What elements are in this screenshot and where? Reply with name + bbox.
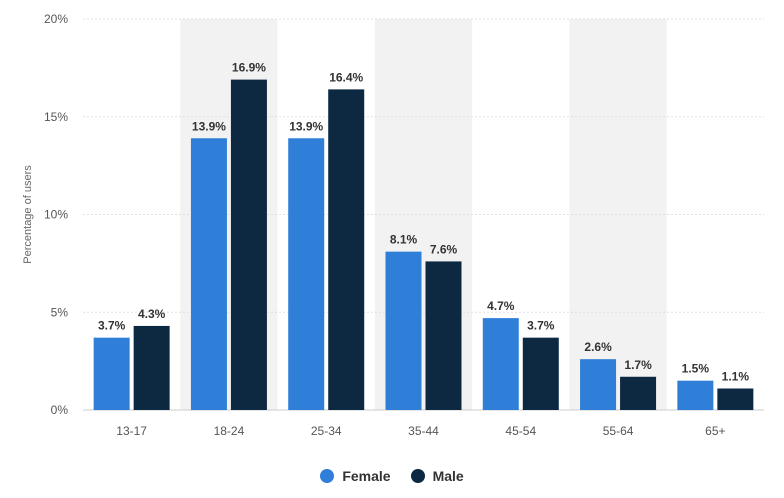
y-tick-label: 0%: [51, 403, 69, 417]
bar-male-0[interactable]: [133, 325, 170, 410]
data-labels: 3.7% 13.9% 13.9% 8.1% 4.7% 2.6% 1.5% 4.3% 16.9% 1…: [98, 61, 749, 384]
bar-series: [93, 79, 754, 410]
x-tick-label: 13-17: [116, 424, 147, 438]
bar-female-4[interactable]: [482, 318, 519, 410]
y-axis-ticks: 0% 5% 10% 15% 20%: [44, 12, 68, 417]
bar-female-3[interactable]: [385, 251, 422, 410]
legend-label-female: Female: [342, 468, 391, 484]
legend-swatch-male: [410, 469, 425, 483]
bar-male-2[interactable]: [328, 89, 365, 410]
bar-male-6[interactable]: [717, 388, 754, 410]
data-label-female-4: 4.7%: [487, 299, 515, 313]
legend: Female Male: [0, 468, 784, 484]
data-label-male-2: 16.4%: [329, 70, 363, 84]
x-tick-label: 18-24: [214, 424, 245, 438]
category-band-5: [569, 19, 667, 410]
data-label-female-2: 13.9%: [289, 119, 323, 133]
bar-female-6[interactable]: [677, 380, 714, 410]
data-label-female-1: 13.9%: [192, 119, 226, 133]
y-tick-label: 20%: [44, 12, 68, 26]
bar-male-3[interactable]: [425, 261, 462, 410]
x-tick-label: 45-54: [505, 424, 536, 438]
x-tick-label: 35-44: [408, 424, 439, 438]
y-axis-title: Percentage of users: [22, 165, 34, 264]
x-tick-label: 25-34: [311, 424, 342, 438]
data-label-male-6: 1.1%: [722, 369, 750, 383]
bar-female-2[interactable]: [288, 138, 325, 410]
legend-item-male[interactable]: Male: [410, 468, 464, 484]
bar-male-1[interactable]: [230, 79, 267, 410]
x-tick-label: 65+: [705, 424, 725, 438]
data-label-male-5: 1.7%: [624, 358, 652, 372]
data-label-male-4: 3.7%: [527, 319, 555, 333]
x-tick-label: 55-64: [603, 424, 634, 438]
data-label-female-6: 1.5%: [682, 362, 710, 376]
bar-female-1[interactable]: [190, 138, 227, 410]
bar-male-4[interactable]: [522, 337, 559, 410]
legend-item-female[interactable]: Female: [320, 468, 391, 484]
data-label-male-1: 16.9%: [232, 61, 266, 75]
bar-female-0[interactable]: [93, 337, 130, 410]
y-tick-label: 10%: [44, 208, 68, 222]
data-label-male-0: 4.3%: [138, 307, 166, 321]
x-axis-ticks: 13-17 18-24 25-34 35-44 45-54 55-64 65+: [116, 424, 725, 438]
y-tick-label: 5%: [51, 305, 69, 319]
data-label-female-0: 3.7%: [98, 319, 126, 333]
bar-female-5[interactable]: [580, 359, 617, 410]
legend-label-male: Male: [432, 468, 464, 484]
data-label-male-3: 7.6%: [430, 242, 458, 256]
legend-swatch-female: [320, 469, 335, 483]
bar-male-5[interactable]: [620, 376, 657, 410]
data-label-female-5: 2.6%: [584, 340, 612, 354]
data-label-female-3: 8.1%: [390, 233, 418, 247]
y-tick-label: 15%: [44, 110, 68, 124]
